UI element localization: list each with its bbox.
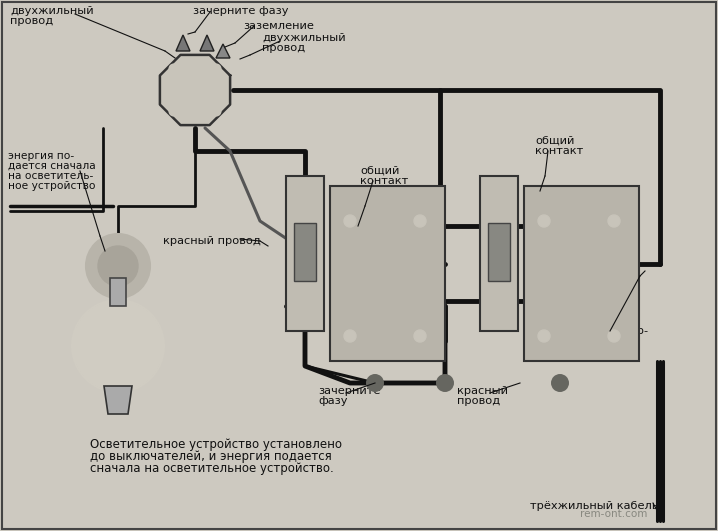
Circle shape bbox=[414, 215, 426, 227]
Polygon shape bbox=[216, 44, 230, 58]
Text: ное устройство: ное устройство bbox=[8, 181, 95, 191]
Text: зачерните фазу: зачерните фазу bbox=[193, 6, 289, 16]
Text: общий: общий bbox=[360, 166, 399, 176]
Circle shape bbox=[414, 330, 426, 342]
Circle shape bbox=[299, 184, 310, 195]
Circle shape bbox=[299, 312, 310, 322]
Circle shape bbox=[538, 215, 550, 227]
Text: ните: ните bbox=[610, 336, 638, 346]
Text: красный провод: красный провод bbox=[163, 236, 261, 246]
Text: на осветитель-: на осветитель- bbox=[8, 171, 93, 181]
Text: провод: провод bbox=[10, 16, 53, 26]
Circle shape bbox=[608, 215, 620, 227]
Text: до выключателей, и энергия подается: до выключателей, и энергия подается bbox=[90, 450, 332, 463]
Text: зачер-: зачер- bbox=[610, 326, 648, 336]
Circle shape bbox=[72, 300, 164, 392]
Text: общий: общий bbox=[535, 136, 574, 146]
Circle shape bbox=[169, 107, 178, 116]
Polygon shape bbox=[160, 55, 230, 125]
Text: Осветительное устройство установлено: Осветительное устройство установлено bbox=[90, 438, 342, 451]
Text: сначала на осветительное устройство.: сначала на осветительное устройство. bbox=[90, 462, 334, 475]
Circle shape bbox=[344, 215, 356, 227]
Text: зачерните: зачерните bbox=[318, 386, 381, 396]
Circle shape bbox=[212, 64, 220, 73]
Circle shape bbox=[493, 184, 505, 195]
Text: фазу: фазу bbox=[318, 396, 348, 406]
Polygon shape bbox=[104, 386, 132, 414]
Text: дается сначала: дается сначала bbox=[8, 161, 95, 171]
Bar bbox=[294, 223, 316, 281]
Text: красный: красный bbox=[457, 386, 508, 396]
Polygon shape bbox=[200, 35, 214, 51]
Bar bbox=[330, 186, 445, 361]
Bar bbox=[480, 176, 518, 331]
Circle shape bbox=[608, 330, 620, 342]
Text: провод: провод bbox=[457, 396, 500, 406]
Circle shape bbox=[436, 374, 454, 392]
Circle shape bbox=[344, 330, 356, 342]
Bar bbox=[110, 278, 126, 306]
Circle shape bbox=[98, 246, 138, 286]
Circle shape bbox=[493, 312, 505, 322]
Text: фазу: фазу bbox=[610, 346, 640, 356]
Circle shape bbox=[366, 374, 384, 392]
Text: трёхжильный кабель: трёхжильный кабель bbox=[530, 501, 658, 511]
Text: контакт: контакт bbox=[535, 146, 583, 156]
Circle shape bbox=[538, 330, 550, 342]
Bar bbox=[286, 176, 324, 331]
Bar bbox=[524, 186, 639, 361]
Text: энергия по-: энергия по- bbox=[8, 151, 74, 161]
Circle shape bbox=[551, 374, 569, 392]
Text: заземление: заземление bbox=[243, 21, 314, 31]
Text: двухжильный: двухжильный bbox=[262, 33, 345, 43]
Text: двухжильный: двухжильный bbox=[10, 6, 93, 16]
Bar bbox=[488, 223, 510, 281]
Circle shape bbox=[169, 64, 178, 73]
Text: rem-ont.com: rem-ont.com bbox=[580, 509, 648, 519]
Circle shape bbox=[86, 234, 150, 298]
Circle shape bbox=[212, 107, 220, 116]
Polygon shape bbox=[176, 35, 190, 51]
Text: провод: провод bbox=[262, 43, 305, 53]
Text: контакт: контакт bbox=[360, 176, 409, 186]
